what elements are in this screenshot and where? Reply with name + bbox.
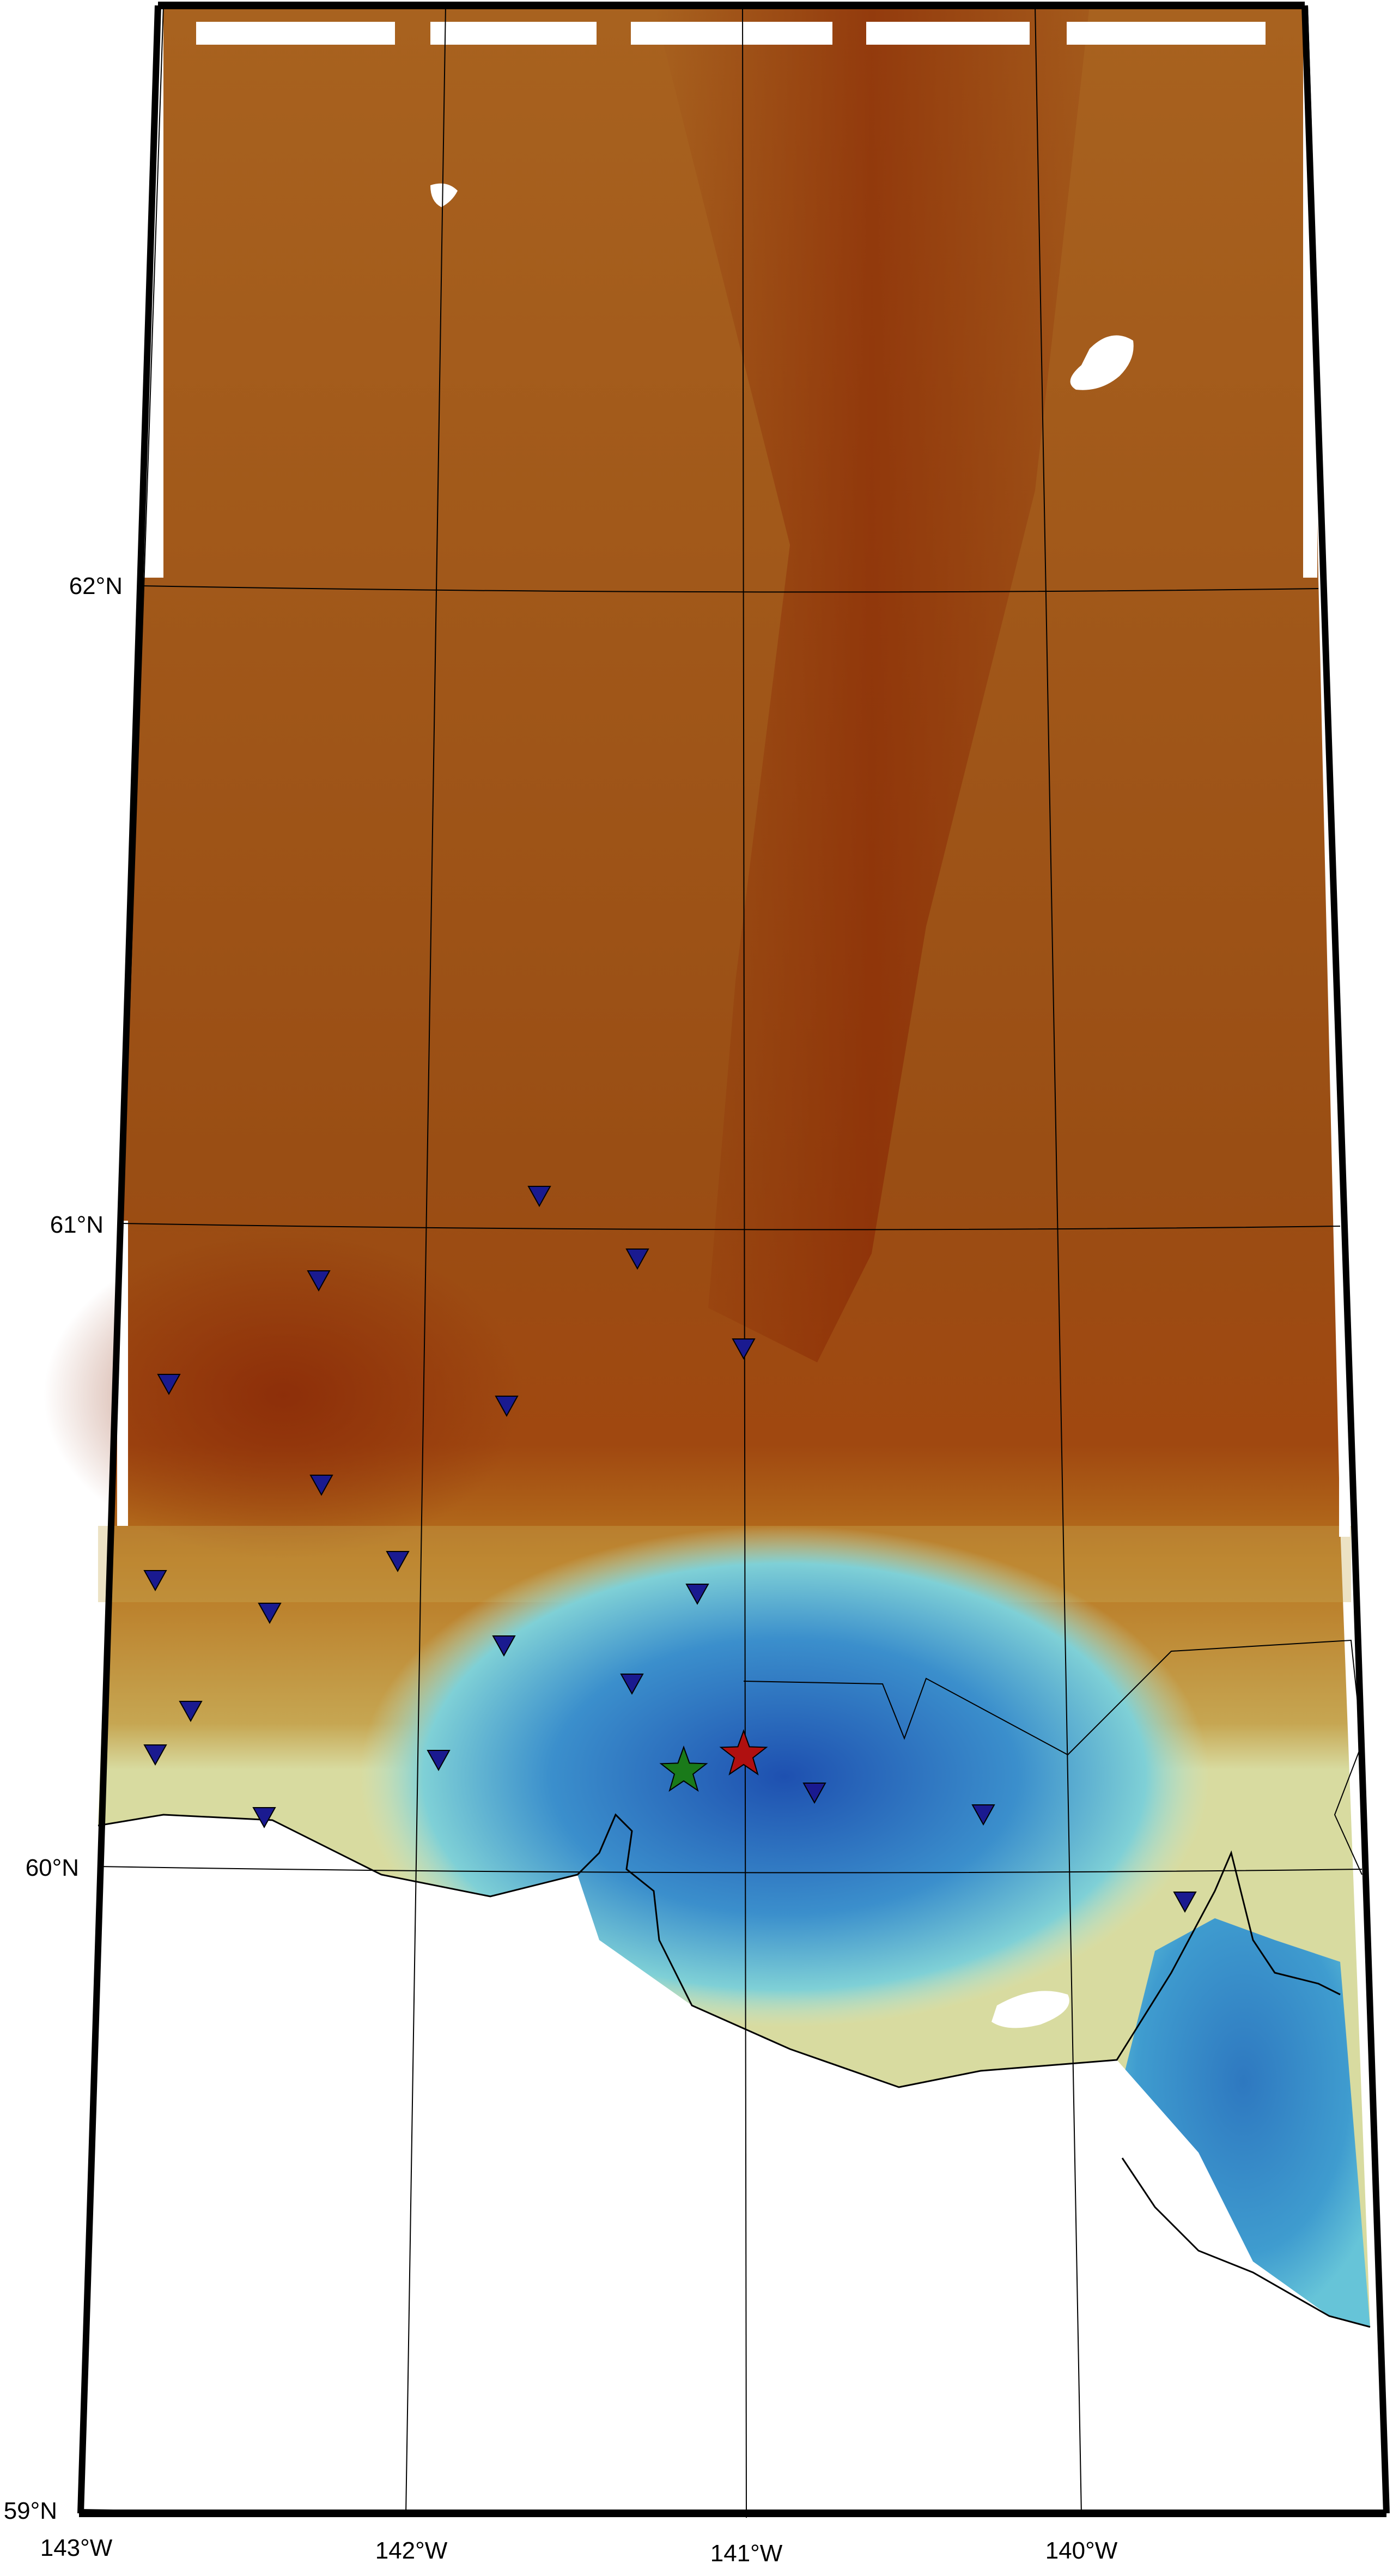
relief-raster (44, 5, 1370, 2327)
station-triangle-icon (492, 1635, 516, 1657)
station-triangle-icon (685, 1584, 709, 1605)
lat-label-61: 61°N (50, 1211, 104, 1238)
red-star-icon (719, 1729, 768, 1775)
station-triangle-icon (143, 1570, 167, 1592)
station-triangle-icon (971, 1804, 995, 1826)
lon-label-142: 142°W (375, 2537, 448, 2564)
station-triangle-icon (495, 1396, 519, 1417)
lon-label-143: 143°W (40, 2535, 113, 2561)
lon-label-141: 141°W (710, 2540, 783, 2567)
station-triangle-icon (143, 1744, 167, 1766)
border-line (743, 1639, 1363, 1875)
station-triangle-icon (252, 1807, 276, 1829)
coastline (98, 1813, 1371, 2328)
lat-label-60: 60°N (26, 1854, 79, 1881)
lon-label-140: 140°W (1045, 2537, 1118, 2564)
station-triangle-icon (307, 1270, 331, 1292)
lat-label-59: 59°N (4, 2498, 57, 2524)
station-triangle-icon (386, 1551, 410, 1573)
station-triangle-icon (157, 1374, 181, 1396)
ocean (76, 1815, 1384, 2534)
station-triangle-icon (527, 1186, 551, 1208)
station-markers (143, 1186, 1197, 1913)
lat-label-62: 62°N (69, 573, 123, 599)
station-triangle-icon (620, 1674, 644, 1695)
latitude-labels: 62°N 61°N 60°N 59°N (4, 573, 123, 2524)
station-triangle-icon (427, 1750, 451, 1772)
station-triangle-icon (802, 1783, 826, 1804)
station-triangle-icon (732, 1338, 756, 1360)
station-triangle-icon (179, 1701, 203, 1723)
station-triangle-icon (258, 1603, 282, 1625)
map-frame (77, 2, 1390, 2517)
station-triangle-icon (1173, 1892, 1197, 1913)
green-star-icon (659, 1745, 708, 1792)
station-triangle-icon (625, 1248, 649, 1270)
epicenter-markers (659, 1729, 768, 1792)
longitude-labels: 143°W 142°W 141°W 140°W (40, 2535, 1118, 2567)
station-triangle-icon (309, 1475, 333, 1496)
